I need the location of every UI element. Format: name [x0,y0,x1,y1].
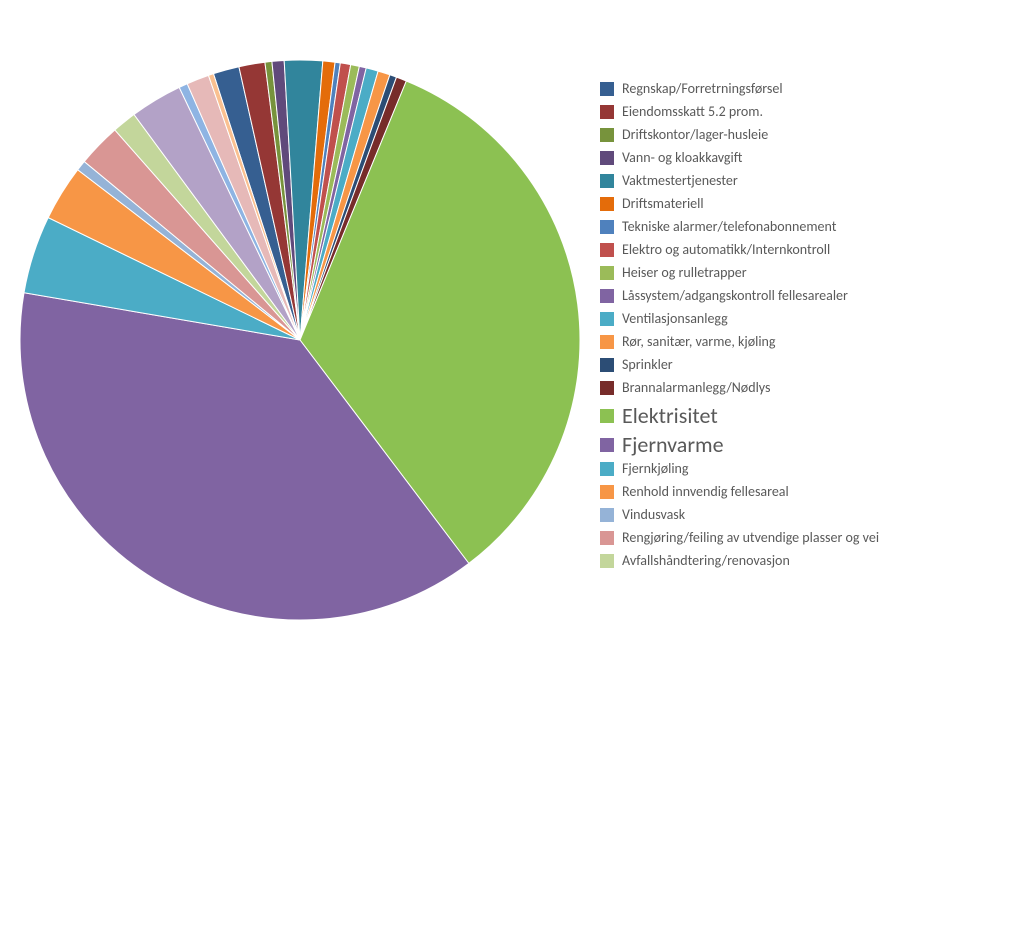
legend-label: Låssystem/adgangskontroll fellesarealer [622,287,848,304]
legend-swatch [600,105,614,119]
legend-label: Vaktmestertjenester [622,172,738,189]
legend-swatch [600,508,614,522]
legend-item: Renhold innvendig fellesareal [600,483,1020,500]
legend-swatch [600,289,614,303]
legend-swatch [600,485,614,499]
legend-item: Ventilasjonsanlegg [600,310,1020,327]
legend-item: Avfallshåndtering/renovasjon [600,552,1020,569]
legend-label: Vann- og kloakkavgift [622,149,742,166]
legend-item: Vaktmestertjenester [600,172,1020,189]
legend-label: Fjernvarme [622,431,724,458]
legend-label: Ventilasjonsanlegg [622,310,728,327]
legend-item: Driftskontor/lager-husleie [600,126,1020,143]
legend-swatch [600,554,614,568]
legend-label: Driftskontor/lager-husleie [622,126,768,143]
legend-swatch [600,409,614,423]
legend-item: Heiser og rulletrapper [600,264,1020,281]
legend-label: Eiendomsskatt 5.2 prom. [622,103,763,120]
legend-item: Fjernkjøling [600,460,1020,477]
legend-swatch [600,358,614,372]
legend-item: Låssystem/adgangskontroll fellesarealer [600,287,1020,304]
legend-label: Avfallshåndtering/renovasjon [622,552,790,569]
legend-swatch [600,266,614,280]
pie-chart [20,60,580,620]
legend-label: Sprinkler [622,356,673,373]
legend-swatch [600,197,614,211]
pie-svg [20,60,580,620]
legend-label: Rengjøring/feiling av utvendige plasser … [622,529,879,546]
legend-label: Renhold innvendig fellesareal [622,483,789,500]
legend-item: Rengjøring/feiling av utvendige plasser … [600,529,1020,546]
chart-container: Regnskap/Forretrningsførsel Eiendomsskatt… [0,0,1036,931]
legend-swatch [600,531,614,545]
legend-label: Elektrisitet [622,402,718,429]
legend-item: Elektro og automatikk/Internkontroll [600,241,1020,258]
legend: Regnskap/Forretrningsførsel Eiendomsskatt… [600,80,1020,575]
legend-label: Fjernkjøling [622,460,688,477]
legend-swatch [600,462,614,476]
legend-swatch [600,128,614,142]
legend-label: Heiser og rulletrapper [622,264,747,281]
legend-label: Driftsmateriell [622,195,704,212]
legend-label: Brannalarmanlegg/Nødlys [622,379,770,396]
legend-swatch [600,438,614,452]
pie-slices [20,60,580,620]
legend-item: Driftsmateriell [600,195,1020,212]
legend-item: Vindusvask [600,506,1020,523]
legend-label: Regnskap/Forretrningsførsel [622,80,783,97]
legend-swatch [600,82,614,96]
legend-swatch [600,243,614,257]
legend-label: Rør, sanitær, varme, kjøling [622,333,776,350]
legend-swatch [600,312,614,326]
legend-item: Eiendomsskatt 5.2 prom. [600,103,1020,120]
legend-item: Vann- og kloakkavgift [600,149,1020,166]
legend-item: Fjernvarme [600,431,1020,458]
legend-item: Brannalarmanlegg/Nødlys [600,379,1020,396]
legend-label: Vindusvask [622,506,685,523]
legend-item: Rør, sanitær, varme, kjøling [600,333,1020,350]
legend-label: Tekniske alarmer/telefonabonnement [622,218,836,235]
legend-swatch [600,174,614,188]
legend-item: Elektrisitet [600,402,1020,429]
legend-item: Tekniske alarmer/telefonabonnement [600,218,1020,235]
legend-label: Elektro og automatikk/Internkontroll [622,241,830,258]
legend-swatch [600,151,614,165]
legend-swatch [600,381,614,395]
legend-item: Regnskap/Forretrningsførsel [600,80,1020,97]
legend-swatch [600,220,614,234]
legend-item: Sprinkler [600,356,1020,373]
legend-swatch [600,335,614,349]
